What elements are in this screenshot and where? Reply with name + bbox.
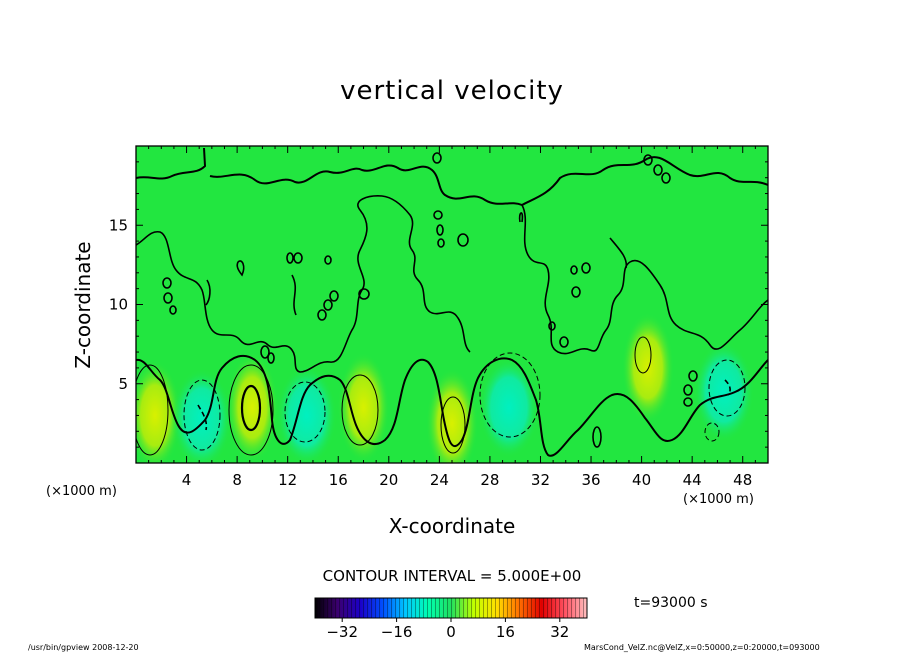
contour-zero-upper [136, 147, 768, 207]
colorbar-tick-label: 0 [446, 623, 456, 641]
contour-positive [136, 336, 652, 456]
x-tick-label: 4 [182, 471, 192, 489]
contour-updraft-1-outer [228, 364, 274, 456]
contour-negative [183, 352, 746, 451]
contour-updraft-1 [240, 384, 262, 432]
x-tick-label: 48 [733, 471, 752, 489]
feature-updraft-4 [621, 312, 674, 423]
contour-updraft-5 [634, 336, 652, 374]
colorbar-tick-label: 16 [496, 623, 515, 641]
y-tick-label: 10 [109, 296, 128, 314]
x-tick-label: 40 [632, 471, 651, 489]
contour-downdraft-3 [479, 352, 541, 438]
y-tick-label: 15 [109, 216, 128, 234]
contour-zero-right [521, 204, 768, 355]
footer-left: /usr/bin/gpview 2008-12-20 [28, 643, 139, 652]
feature-updraft-1 [337, 352, 390, 463]
contour-zero-lower [136, 354, 768, 457]
colorbar-stripes [315, 598, 587, 618]
colorbar-tick-label: 32 [550, 623, 569, 641]
contour-small-cells [162, 152, 698, 448]
colorbar-tick-label: −16 [381, 623, 413, 641]
contour-lines [136, 147, 768, 457]
x-tick-label: 8 [232, 471, 242, 489]
time-label: t=93000 s [634, 595, 708, 611]
x-tick-label: 12 [278, 471, 297, 489]
contour-updraft-4 [136, 364, 169, 456]
contour-interval-label: CONTOUR INTERVAL = 5.000E+00 [322, 567, 582, 585]
chart-title: vertical velocity [340, 76, 564, 106]
contour-downdraft-2 [284, 381, 326, 443]
feature-updraft-0 [226, 352, 279, 463]
x-tick-label: 20 [379, 471, 398, 489]
x-tick-label: 16 [329, 471, 348, 489]
feature-updraft-3 [136, 360, 181, 463]
x-axis-label: X-coordinate [388, 514, 516, 538]
feature-downdraft-6 [276, 365, 337, 463]
contour-updraft-2 [341, 374, 379, 446]
contour-downdraft-4-inner [724, 379, 731, 396]
footer-right: MarsCond_VelZ.nc@VelZ,x=0:50000,z=0:2000… [584, 643, 820, 652]
x-tick-label: 44 [683, 471, 702, 489]
x-tick-label: 24 [430, 471, 449, 489]
contour-downdraft-4 [708, 359, 746, 417]
x-unit-label-right: (×1000 m) [683, 492, 754, 507]
feature-downdraft-5 [171, 368, 232, 463]
feature-downdraft-7 [478, 357, 539, 458]
contour-updraft-3 [440, 396, 466, 454]
contour-zero-upper-2 [136, 195, 471, 373]
x-tick-label: 28 [480, 471, 499, 489]
contour-downdraft-5 [704, 422, 720, 442]
x-tick-label: 32 [531, 471, 550, 489]
y-tick-label: 5 [118, 375, 128, 393]
colorbar [314, 597, 588, 619]
contour-downdraft-1 [183, 379, 221, 451]
contour-downdraft-1-inner [197, 404, 208, 431]
x-tick-label: 36 [581, 471, 600, 489]
x-unit-label-left: (×1000 m) [46, 484, 117, 499]
colorbar-tick-label: −32 [326, 623, 358, 641]
